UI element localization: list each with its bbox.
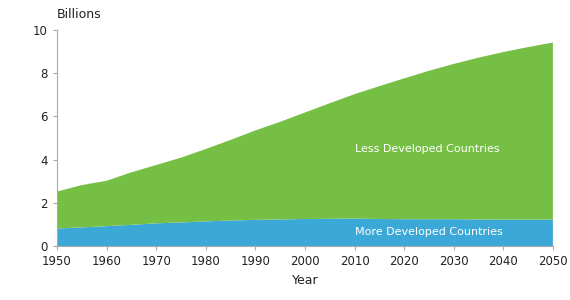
X-axis label: Year: Year <box>292 274 318 286</box>
Text: More Developed Countries: More Developed Countries <box>355 227 502 237</box>
Text: Less Developed Countries: Less Developed Countries <box>355 144 499 154</box>
Text: Billions: Billions <box>57 8 101 21</box>
